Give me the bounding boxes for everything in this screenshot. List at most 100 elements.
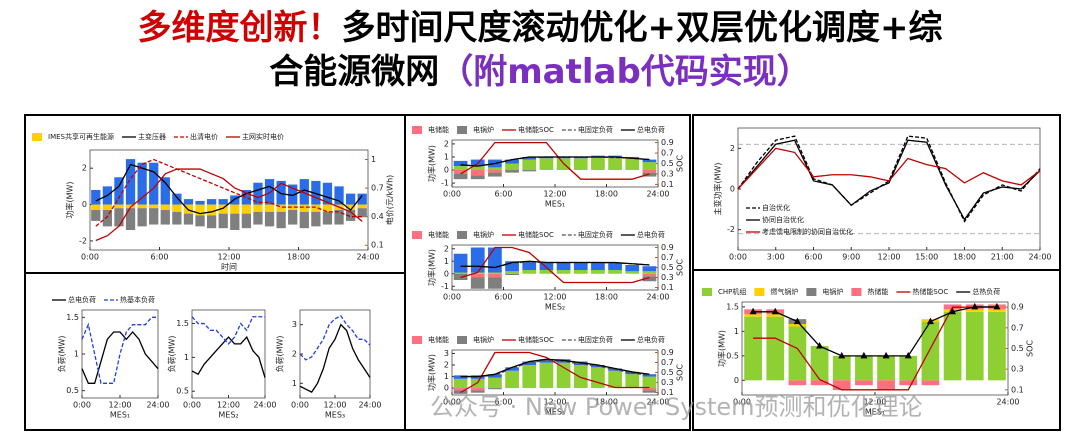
bar: [183, 199, 194, 205]
x-tick-label: 21:00: [991, 253, 1014, 262]
panel: [404, 114, 691, 431]
line: [753, 306, 997, 357]
bar: [591, 367, 605, 389]
bar: [334, 210, 344, 225]
bar: [91, 210, 101, 221]
bar: [488, 374, 502, 378]
bar: [311, 204, 321, 212]
legend-label: 电储能SOC: [518, 125, 554, 134]
bar: [470, 247, 485, 273]
y-axis-label: 负荷(MW): [167, 335, 177, 372]
y2-axis-label: SOC: [1026, 340, 1035, 357]
marker: [926, 317, 934, 325]
bar: [744, 316, 762, 381]
marker: [771, 307, 779, 315]
y-tick-label: 2: [444, 361, 449, 370]
marker: [793, 317, 801, 325]
y2-tick-label: 0.3: [661, 169, 674, 178]
bar: [505, 370, 519, 389]
line: [737, 135, 1041, 223]
bar: [539, 359, 554, 363]
line: [95, 158, 363, 227]
x-tick-label: 12:00: [323, 401, 346, 410]
bar: [943, 311, 962, 381]
bar: [788, 380, 807, 386]
y-tick-label: 1.5: [726, 302, 739, 311]
bar: [195, 204, 205, 216]
bar: [114, 204, 124, 209]
marker: [904, 351, 912, 359]
x-tick-label: 24:00: [646, 190, 669, 199]
marker: [949, 307, 957, 315]
y2-tick-label: 0.5: [661, 159, 674, 168]
bar: [160, 177, 170, 205]
bar: [299, 211, 309, 229]
bar: [453, 170, 468, 174]
title-purple: （附matlab代码实现）: [439, 52, 811, 92]
bar: [488, 247, 502, 273]
x-tick-label: 24:00: [1028, 253, 1051, 262]
bar: [539, 156, 554, 159]
bar: [573, 158, 588, 171]
bar: [345, 204, 356, 210]
legend-label: 协同自治优化: [762, 215, 804, 224]
line: [299, 323, 371, 393]
line: [460, 358, 650, 378]
x-tick-label: 0:00: [73, 401, 91, 410]
legend-swatch: [754, 288, 765, 296]
y-tick-label: 1: [444, 257, 449, 266]
y2-tick-label: 0.3: [1011, 365, 1024, 374]
x-tick-label: 18:00: [595, 190, 618, 199]
legend-swatch: [702, 288, 712, 296]
bar: [573, 365, 588, 389]
bar: [625, 156, 640, 159]
bar: [453, 166, 468, 171]
bar: [642, 162, 657, 171]
bar: [218, 199, 228, 205]
legend-label: 主变压器: [138, 132, 166, 141]
bar: [453, 160, 468, 167]
bar: [334, 186, 344, 205]
bar: [625, 374, 640, 389]
bar: [299, 204, 309, 212]
y2-tick-label: 0.3: [661, 378, 674, 387]
bar: [218, 213, 228, 229]
x-tick-label: 0:00: [183, 401, 201, 410]
marker: [971, 302, 979, 310]
bar: [183, 213, 194, 225]
y-tick-label: 1.5: [66, 313, 79, 322]
y2-tick-label: 0.9: [1011, 303, 1024, 312]
y-tick-label: 2: [292, 350, 297, 359]
title: 多维度创新！多时间尺度滚动优化+双层优化调度+综 合能源微网（附matlab代码…: [0, 6, 1080, 94]
legend-label: 电固定负荷: [578, 335, 613, 344]
x-axis-label: MES₃: [325, 411, 345, 420]
bar: [195, 200, 205, 205]
legend-swatch: [412, 126, 422, 134]
bar: [137, 208, 147, 227]
x-tick-label: 24:00: [996, 398, 1019, 407]
legend-swatch: [412, 336, 422, 344]
bar: [470, 378, 485, 389]
bar: [264, 211, 275, 227]
x-tick-label: 12:00: [543, 190, 566, 199]
x-tick-label: 24:00: [253, 401, 276, 410]
bar: [91, 190, 101, 205]
x-tick-label: 6:00: [495, 293, 513, 302]
bar: [345, 210, 356, 221]
bar: [788, 324, 807, 327]
legend-label: 出清电价: [190, 132, 218, 141]
y2-tick-label: 0.9: [661, 243, 674, 252]
bar: [505, 163, 519, 171]
x-tick-label: 24:00: [356, 253, 379, 262]
bar: [921, 321, 940, 381]
y-tick-label: 1: [292, 379, 297, 388]
bar: [625, 271, 640, 274]
bar: [470, 388, 485, 391]
line: [191, 316, 265, 345]
bar: [453, 173, 468, 180]
bar: [591, 156, 605, 171]
y2-tick-label: 0.7: [661, 253, 674, 262]
y2-tick-label: 0.5: [1011, 344, 1024, 353]
x-tick-label: 6:00: [805, 253, 823, 262]
bar: [288, 210, 298, 225]
